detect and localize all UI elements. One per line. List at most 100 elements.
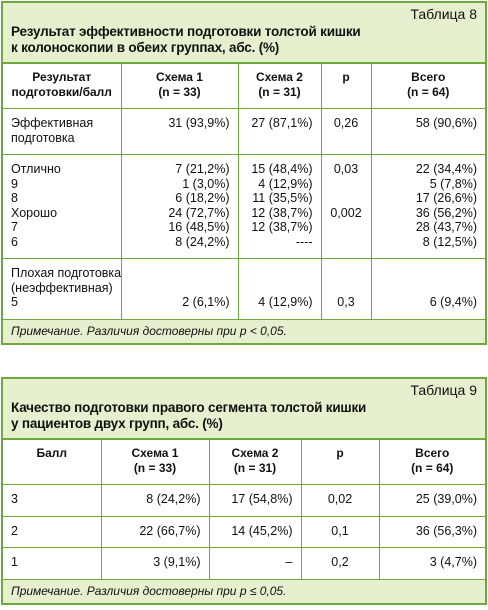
- table-cell: 1 (3,0%): [120, 176, 239, 191]
- table-cell: 28 (43,7%): [370, 220, 485, 235]
- table-cell: 9: [3, 176, 122, 191]
- table-cell: [120, 258, 239, 281]
- table-cell: 3: [3, 484, 102, 516]
- table-cell: 2 (6,1%): [120, 295, 239, 319]
- table-header: Балл Схема 1 (n = 33) Схема 2 (n = 31) р Всего…: [3, 438, 485, 485]
- table-cell: [370, 130, 485, 155]
- table-cell: 6 (18,2%): [120, 191, 239, 206]
- header-cell: Всего (n = 64): [378, 438, 485, 485]
- header-cell: Балл: [3, 438, 102, 485]
- table-cell: 58 (90,6%): [370, 108, 485, 131]
- table-row: 7 16 (48,5%) 12 (38,7%) 28 (43,7%): [3, 220, 485, 235]
- table-9-block: Таблица 9 Качество подготовки правого сег…: [1, 377, 487, 605]
- table-cell: 4 (12,9%): [237, 176, 322, 191]
- table-note: Примечание. Различия достоверны при р ≤ …: [3, 578, 485, 603]
- title-line: к колоноскопии в обеих группах, абс. (%): [11, 40, 280, 55]
- table-label: Таблица 8: [3, 3, 485, 22]
- table-header: Результат подготовки/балл Схема 1 (n = 33) С…: [3, 62, 485, 109]
- table-cell: 0,002: [320, 205, 372, 220]
- table-cell: 2: [3, 515, 102, 548]
- table-cell: [320, 130, 372, 155]
- table-cell: 6: [3, 234, 122, 259]
- header-line: (n = 64): [407, 85, 450, 99]
- table-body: Эффективная 31 (93,9%) 27 (87,1%) 0,26 58 (9…: [3, 108, 485, 319]
- table-cell: 15 (48,4%): [237, 154, 322, 177]
- table-cell: 7: [3, 220, 122, 235]
- title-line: у пациентов двух групп, абс. (%): [11, 416, 223, 431]
- header-cell: Всего (n = 64): [370, 62, 485, 109]
- table-cell: 6 (9,4%): [370, 295, 485, 319]
- header-line: Схема 2: [231, 446, 279, 460]
- header-line: Схема 1: [131, 446, 179, 460]
- table-cell: 22 (34,4%): [370, 154, 485, 177]
- table-cell: 5 (7,8%): [370, 176, 485, 191]
- table-cell: 27 (87,1%): [237, 108, 322, 131]
- table-cell: 16 (48,5%): [120, 220, 239, 235]
- table-cell: 36 (56,2%): [370, 205, 485, 220]
- table-cell: [320, 280, 372, 295]
- table-cell: ----: [237, 234, 322, 259]
- table-cell: 22 (66,7%): [100, 515, 210, 548]
- table-row: Плохая подготовка: [3, 258, 485, 281]
- table-cell: (неэффективная): [3, 280, 122, 295]
- table-cell: [320, 176, 372, 191]
- table-cell: –: [208, 547, 302, 579]
- table-cell: [370, 280, 485, 295]
- header-cell: Схема 1 (n = 33): [100, 438, 210, 485]
- table-row: Эффективная 31 (93,9%) 27 (87,1%) 0,26 58 (9…: [3, 108, 485, 131]
- table-cell: 0,1: [300, 515, 380, 548]
- table-cell: 8: [3, 191, 122, 206]
- header-line: Всего: [415, 446, 450, 460]
- header-line: Схема 2: [256, 70, 303, 84]
- table-cell: 8 (24,2%): [120, 234, 239, 259]
- table-cell: 24 (72,7%): [120, 205, 239, 220]
- table-cell: [320, 258, 372, 281]
- header-line: Схема 1: [156, 70, 203, 84]
- title-line: Качество подготовки правого сегмента тол…: [11, 400, 367, 415]
- table-note: Примечание. Различия достоверны при р < …: [3, 318, 485, 343]
- table-cell: 7 (21,2%): [120, 154, 239, 177]
- table-cell: [237, 130, 322, 155]
- table-cell: [120, 130, 239, 155]
- header-line: подготовки/балл: [11, 85, 112, 99]
- table-cell: 0,26: [320, 108, 372, 131]
- table-cell: [320, 220, 372, 235]
- header-row: Балл Схема 1 (n = 33) Схема 2 (n = 31) р Всего…: [3, 438, 485, 485]
- table-cell: 1: [3, 547, 102, 579]
- table-row: Хорошо 24 (72,7%) 12 (38,7%) 0,002 36 (56,2%…: [3, 205, 485, 220]
- table-cell: Хорошо: [3, 205, 122, 220]
- header-cell: Схема 1 (n = 33): [120, 62, 239, 109]
- table-label: Таблица 9: [3, 379, 485, 398]
- table-row: (неэффективная): [3, 280, 485, 295]
- table-cell: 8 (24,2%): [100, 484, 210, 516]
- header-line: Результат: [32, 70, 92, 84]
- table-cell: 5: [3, 295, 122, 319]
- title-line: Результат эффективности подготовки толст…: [11, 24, 361, 39]
- table-cell: 14 (45,2%): [208, 515, 302, 548]
- header-line: Всего: [411, 70, 446, 84]
- table-cell: 3 (9,1%): [100, 547, 210, 579]
- header-cell: Схема 2 (n = 31): [237, 62, 322, 109]
- header-line: (n = 64): [411, 461, 454, 475]
- table-cell: [370, 258, 485, 281]
- table-8-block: Таблица 8 Результат эффективности подгото…: [1, 1, 487, 345]
- table-cell: 0,02: [300, 484, 380, 516]
- header-cell: Схема 2 (n = 31): [208, 438, 302, 485]
- header-cell: р: [320, 62, 372, 109]
- table-cell: 12 (38,7%): [237, 205, 322, 220]
- header-line: р: [336, 446, 344, 460]
- table-cell: 4 (12,9%): [237, 295, 322, 319]
- table-cell: 0,03: [320, 154, 372, 177]
- table-cell: 17 (54,8%): [208, 484, 302, 516]
- table-cell: [120, 280, 239, 295]
- header-cell: р: [300, 438, 380, 485]
- data-table: Результат подготовки/балл Схема 1 (n = 33) С…: [3, 62, 485, 319]
- header-line: (n = 33): [158, 85, 201, 99]
- table-row: подготовка: [3, 130, 485, 155]
